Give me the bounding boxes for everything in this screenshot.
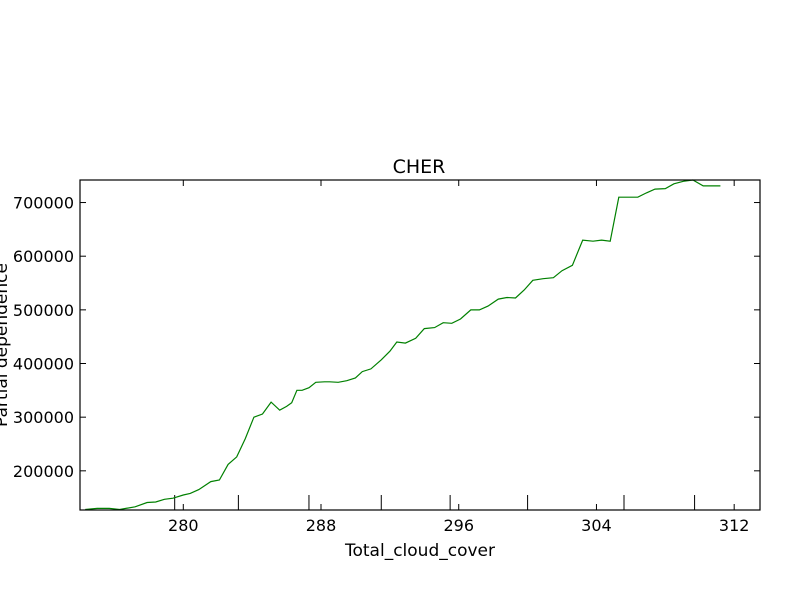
x-tick-label: 296 [443, 516, 474, 535]
x-tick-label: 288 [306, 516, 337, 535]
x-axis-title: Total_cloud_cover [344, 541, 495, 561]
y-tick-label: 700000 [13, 194, 74, 213]
plot-area [80, 180, 760, 510]
x-tick-label: 312 [719, 516, 750, 535]
plot-frame [79, 179, 761, 511]
y-tick-label: 400000 [13, 355, 74, 374]
y-tick-label: 600000 [13, 247, 74, 266]
y-axis-title: Partial dependence [0, 263, 12, 427]
y-tick-label: 300000 [13, 408, 74, 427]
y-tick-label: 500000 [13, 301, 74, 320]
axis-tick-labels: 280 288 296 304 312 200000 300000 400000 500000 6… [13, 194, 750, 535]
x-tick-label: 304 [581, 516, 612, 535]
series-line [85, 179, 721, 511]
y-tick-label: 200000 [13, 462, 74, 481]
chart-title: CHER [393, 156, 446, 178]
x-tick-label: 280 [168, 516, 199, 535]
